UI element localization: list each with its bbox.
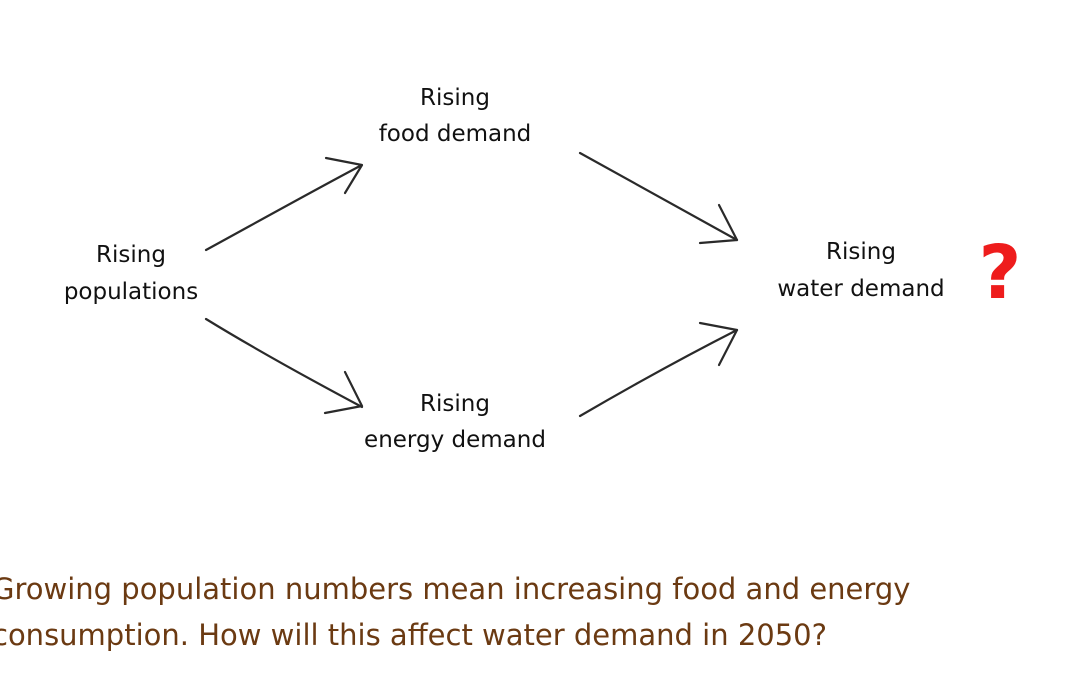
node-populations-line2: populations [64, 279, 198, 305]
node-energy-line1: Rising [420, 391, 490, 417]
caption-line2: consumption. How will this affect water … [0, 618, 828, 652]
node-energy-line2: energy demand [364, 427, 546, 453]
node-water-line2: water demand [777, 276, 944, 302]
node-rising-food-demand: Rising food demand [379, 85, 532, 147]
node-rising-populations: Rising populations [64, 242, 198, 305]
node-water-line1: Rising [826, 239, 896, 265]
arrow-populations-to-food [204, 156, 364, 252]
node-populations-line1: Rising [96, 242, 166, 268]
caption-line1: Growing population numbers mean increasi… [0, 572, 911, 606]
node-rising-water-demand: Rising water demand [777, 239, 944, 302]
arrow-food-to-water [578, 151, 739, 245]
node-food-line2: food demand [379, 121, 532, 147]
arrow-populations-to-energy [204, 317, 364, 415]
caption: Growing population numbers mean increasi… [0, 566, 1072, 658]
arrow-energy-to-water [578, 321, 739, 418]
node-rising-energy-demand: Rising energy demand [364, 391, 546, 453]
question-mark-icon: ? [979, 230, 1022, 316]
node-food-line1: Rising [420, 85, 490, 111]
